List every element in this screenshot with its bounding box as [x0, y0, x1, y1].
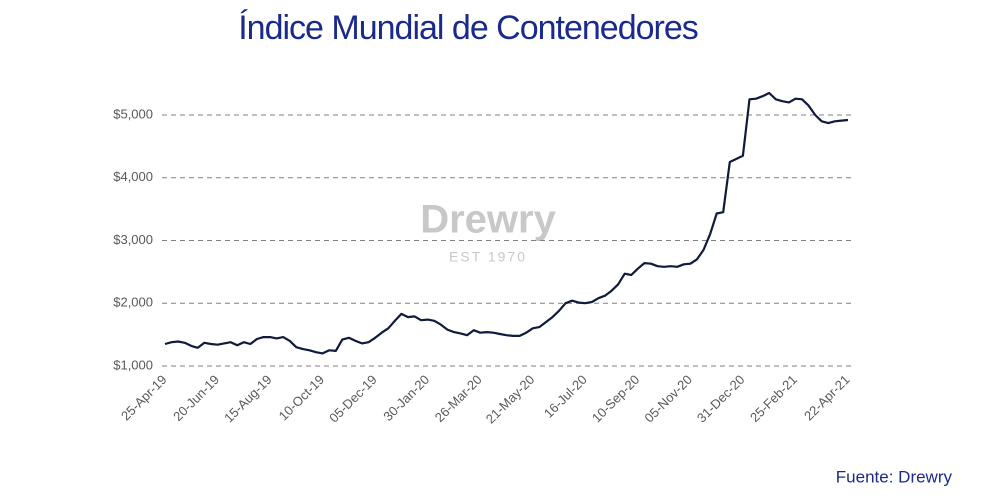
- x-tick-label: 30-Jan-20: [380, 372, 432, 424]
- y-tick-label: $5,000: [113, 106, 153, 121]
- x-tick-label: 26-Mar-20: [432, 372, 485, 425]
- x-tick-label: 21-May-20: [483, 372, 538, 427]
- watermark: Drewry: [420, 198, 556, 242]
- x-tick-label: 22-Apr-21: [801, 372, 852, 423]
- x-tick-label: 20-Jun-19: [170, 372, 222, 424]
- x-tick-label: 25-Apr-19: [118, 372, 169, 423]
- source: Fuente: Drewry: [836, 467, 953, 486]
- x-tick-label: 16-Jul-20: [541, 372, 590, 421]
- x-tick-label: 31-Dec-20: [694, 372, 748, 426]
- data-line: [164, 91, 849, 355]
- x-tick-label: 05-Nov-20: [641, 372, 695, 426]
- x-tick-label: 10-Sep-20: [589, 372, 643, 426]
- y-tick-label: $2,000: [113, 295, 153, 310]
- y-tick-label: $3,000: [113, 232, 153, 247]
- chart-title: Índice Mundial de Contenedores: [238, 9, 698, 47]
- x-tick-label: 05-Dec-19: [326, 372, 380, 426]
- watermark-sub: EST 1970: [449, 249, 527, 265]
- y-tick-label: $4,000: [113, 169, 153, 184]
- x-tick-label: 10-Oct-19: [276, 372, 327, 423]
- y-tick-label: $1,000: [113, 357, 153, 372]
- x-tick-label: 15-Aug-19: [221, 372, 275, 426]
- x-tick-label: 25-Feb-21: [747, 372, 800, 425]
